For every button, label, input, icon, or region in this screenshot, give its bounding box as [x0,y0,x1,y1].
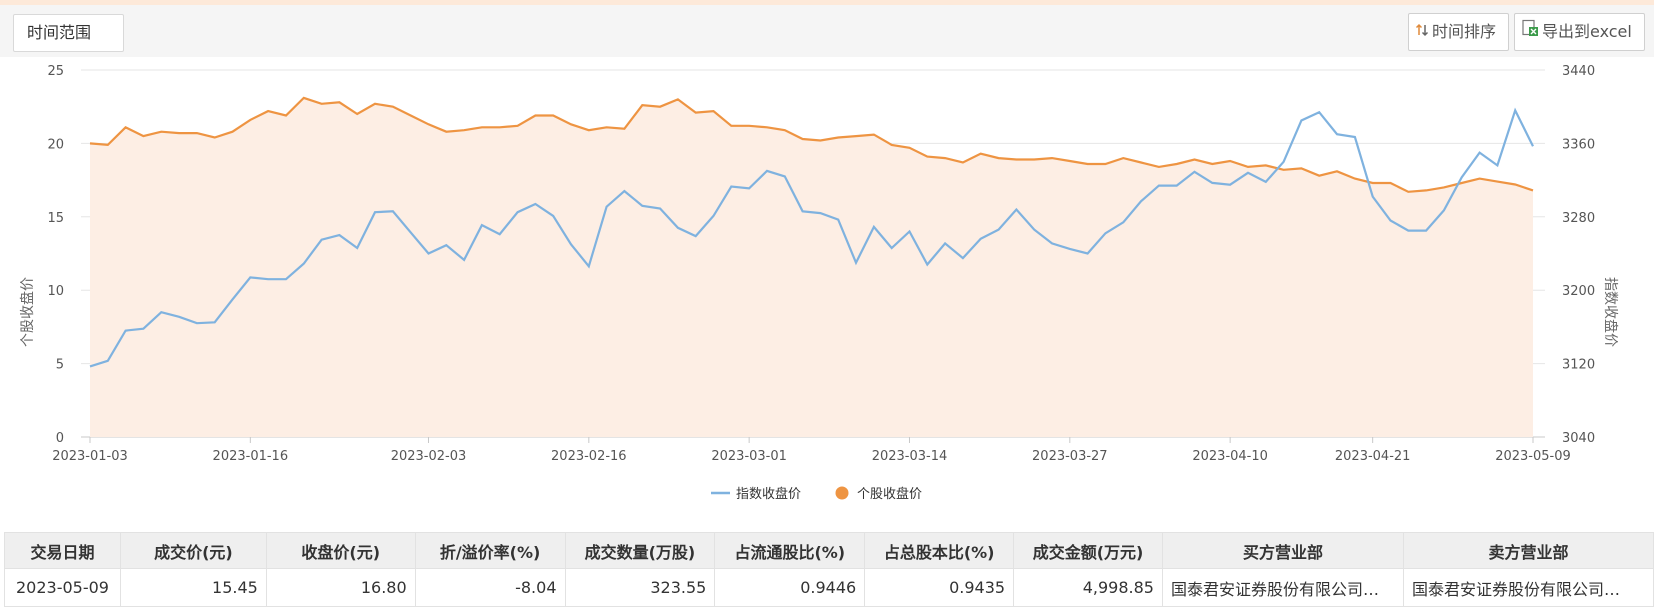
cell-trade-date: 2023-05-09 [4,568,121,607]
cell-float-share-ratio: 0.9446 [714,568,866,607]
cell-total-share-ratio: 0.9435 [864,568,1015,607]
left-tick-label: 10 [47,284,64,299]
left-tick-label: 15 [47,211,64,226]
x-axis-ticks: 2023-01-03 2023-01-16 2023-02-03 2023-02-16… [52,437,1571,464]
legend-stock-swatch [835,486,849,500]
time-sort-label: 时间排序 [1432,22,1497,41]
legend-item-index[interactable]: 指数收盘价 [711,486,801,502]
header-premium-rate[interactable]: 折/溢价率(%) [414,532,566,569]
x-tick-label: 2023-02-16 [551,449,627,464]
legend-stock-label: 个股收盘价 [857,486,922,502]
right-axis-ticks: 3040 3120 3200 3280 3360 3440 [1562,64,1595,446]
export-excel-button[interactable]: 导出到excel [1514,13,1645,51]
header-float-share-ratio[interactable]: 占流通股比(%) [714,532,866,569]
cell-buyer[interactable]: 国泰君安证券股份有限公司杭… [1161,568,1404,607]
cell-amount: 4,998.85 [1013,568,1163,607]
header-buyer[interactable]: 买方营业部 [1161,532,1404,569]
right-tick-label: 3120 [1562,358,1595,373]
excel-icon [1521,14,1539,50]
x-tick-label: 2023-03-14 [872,449,948,464]
time-range-label: 时间范围 [27,23,92,42]
header-trade-price[interactable]: 成交价(元) [119,532,267,569]
time-range-button[interactable]: 时间范围 [13,14,124,52]
cell-seller[interactable]: 国泰君安证券股份有限公司… [1402,568,1654,607]
sort-arrows-icon [1415,14,1429,50]
left-axis-label: 个股收盘价 [19,277,36,347]
x-tick-label: 2023-04-10 [1192,449,1268,464]
x-tick-label: 2023-03-27 [1032,449,1108,464]
right-tick-label: 3360 [1562,137,1595,152]
table-row: 2023-05-09 15.45 16.80 -8.04 323.55 0.94… [4,568,1654,607]
right-tick-label: 3040 [1562,431,1595,446]
top-accent-line [0,0,1654,5]
stock-price-area [90,97,1533,438]
left-axis-ticks: 0 5 10 15 20 25 [47,64,64,446]
export-excel-label: 导出到excel [1542,22,1632,41]
time-sort-button[interactable]: 时间排序 [1408,13,1509,51]
header-seller[interactable]: 卖方营业部 [1402,532,1654,569]
header-total-share-ratio[interactable]: 占总股本比(%) [864,532,1015,569]
left-tick-label: 0 [56,431,64,446]
x-tick-label: 2023-02-03 [391,449,467,464]
cell-trade-price: 15.45 [119,568,267,607]
right-tick-label: 3280 [1562,211,1595,226]
x-tick-label: 2023-03-01 [711,449,787,464]
x-tick-label: 2023-01-03 [52,449,128,464]
block-trade-table: 交易日期 成交价(元) 收盘价(元) 折/溢价率(%) 成交数量(万股) 占流通… [4,532,1654,607]
index-price-line [89,107,1534,368]
toolbar: 时间范围 时间排序 导出到excel [0,5,1654,57]
legend-item-stock[interactable]: 个股收盘价 [835,486,923,502]
price-chart: 0 5 10 15 20 25 3040 3120 3200 3280 3360 3440 2023… [19,64,1619,502]
header-amount[interactable]: 成交金额(万元) [1013,532,1163,569]
right-tick-label: 3200 [1562,284,1595,299]
left-tick-label: 25 [47,64,64,79]
x-tick-label: 2023-04-21 [1335,449,1411,464]
right-tick-label: 3440 [1562,64,1595,79]
legend: 指数收盘价 个股收盘价 [711,486,922,502]
stock-price-line [89,96,1534,193]
cell-close-price: 16.80 [265,568,416,607]
x-tick-label: 2023-05-09 [1495,449,1571,464]
x-tick-label: 2023-01-16 [213,449,289,464]
header-close-price[interactable]: 收盘价(元) [265,532,416,569]
table-header-row: 交易日期 成交价(元) 收盘价(元) 折/溢价率(%) 成交数量(万股) 占流通… [4,532,1654,569]
cell-volume: 323.55 [564,568,716,607]
legend-index-label: 指数收盘价 [736,486,801,502]
left-tick-label: 20 [47,137,64,152]
header-volume[interactable]: 成交数量(万股) [564,532,716,569]
left-tick-label: 5 [56,358,64,373]
right-axis-label: 指数收盘价 [1602,277,1619,347]
cell-premium-rate: -8.04 [414,568,566,607]
header-trade-date[interactable]: 交易日期 [4,532,121,569]
